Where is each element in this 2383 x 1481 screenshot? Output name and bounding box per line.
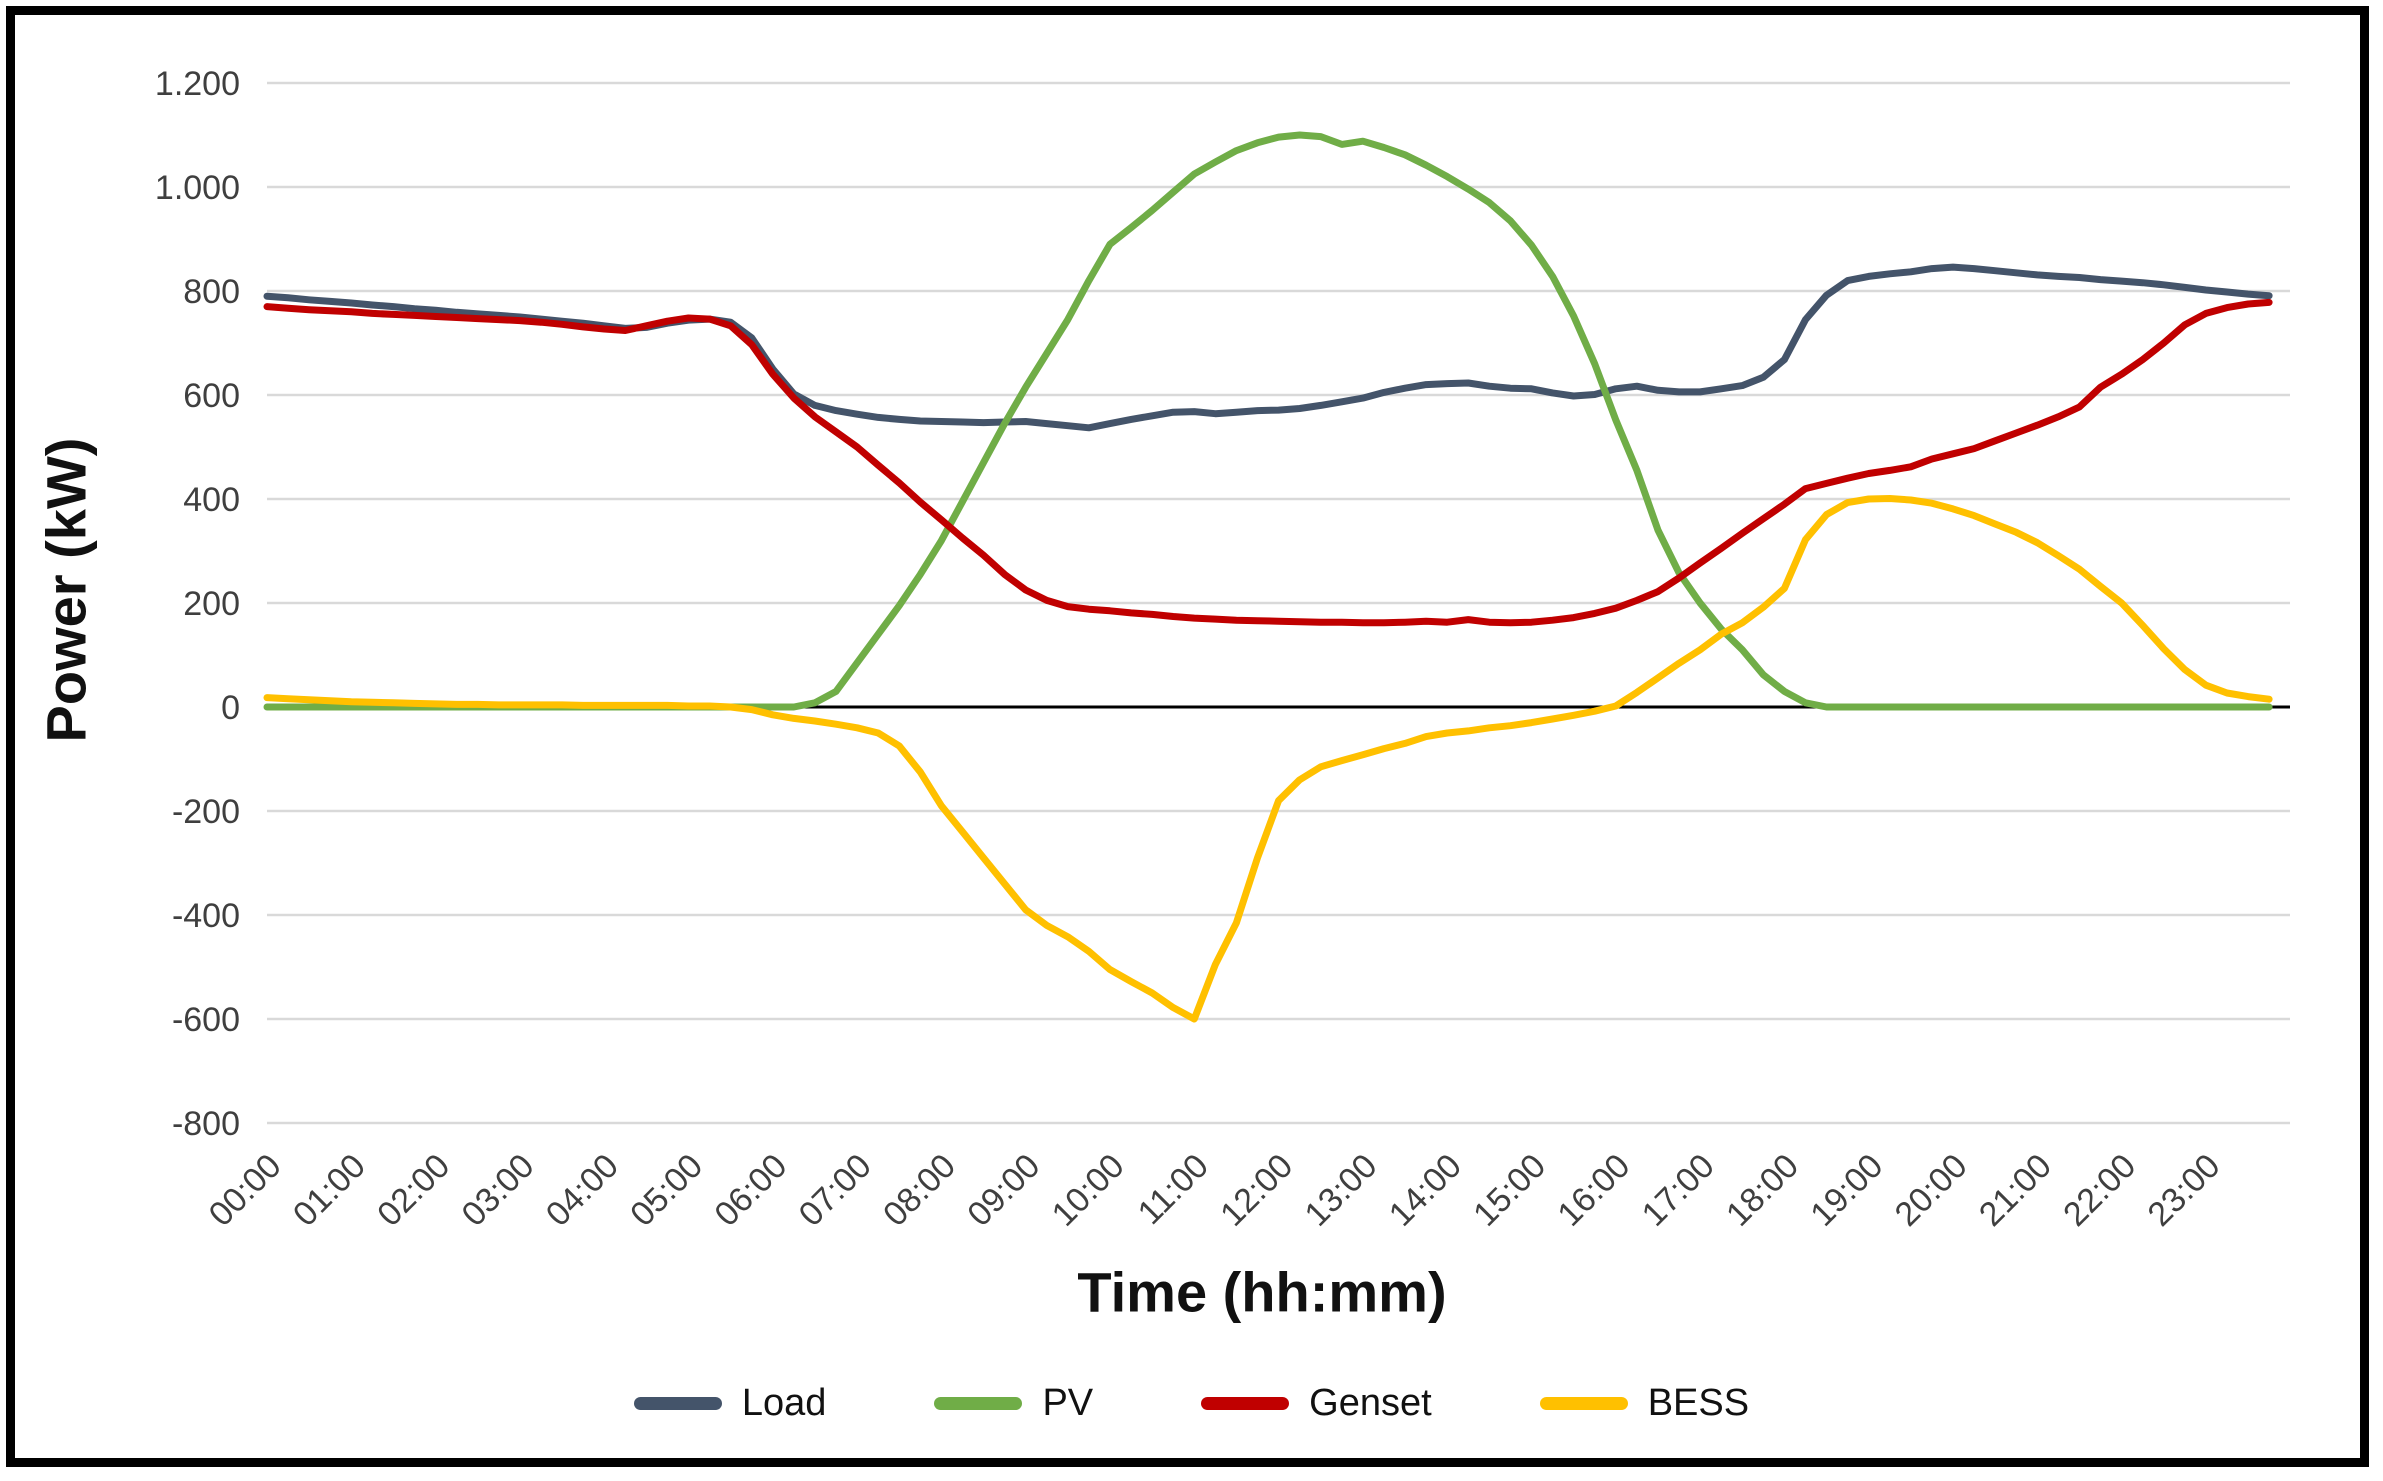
x-tick-label: 05:00: [623, 1147, 710, 1234]
legend-label-bess: BESS: [1647, 1381, 1750, 1424]
x-tick-label: 11:00: [1131, 1147, 1216, 1232]
x-tick-label: 09:00: [960, 1147, 1047, 1234]
y-tick-label: 800: [183, 273, 240, 311]
x-tick-label: 14:00: [1382, 1147, 1469, 1234]
legend-item-bess: BESS: [1539, 1381, 1750, 1425]
x-tick-label: 20:00: [1888, 1147, 1975, 1234]
series-line-genset: [263, 298, 2273, 627]
chart-legend: Load PV Genset BESS: [0, 1368, 2383, 1438]
x-tick-label: 02:00: [370, 1147, 457, 1234]
x-tick-label: 22:00: [2056, 1147, 2143, 1234]
x-tick-label: 12:00: [1213, 1147, 1300, 1234]
x-axis-tick-labels: 00:0001:0002:0003:0004:0005:0006:0007:00…: [202, 1147, 2228, 1234]
x-tick-label: 23:00: [2141, 1147, 2228, 1234]
x-tick-label: 00:00: [202, 1147, 289, 1234]
load-line-swatch: [633, 1396, 722, 1410]
x-tick-label: 17:00: [1635, 1147, 1722, 1234]
x-tick-label: 10:00: [1045, 1147, 1132, 1234]
x-tick-label: 06:00: [707, 1147, 794, 1234]
y-tick-label: 0: [221, 689, 240, 727]
x-axis-title: Time (hh:mm): [1077, 1260, 1447, 1324]
x-tick-label: 18:00: [1719, 1147, 1806, 1234]
legend-item-load: Load: [633, 1381, 827, 1425]
series-line-bess: [263, 495, 2273, 1023]
bess-line-swatch: [1539, 1396, 1628, 1410]
x-tick-label: 16:00: [1550, 1147, 1637, 1234]
y-tick-label: 200: [183, 585, 240, 623]
x-tick-label: 07:00: [792, 1147, 879, 1234]
y-tick-label: -800: [172, 1105, 240, 1143]
pv-line-swatch: [934, 1396, 1023, 1410]
y-tick-label: 1.000: [155, 169, 240, 207]
gridlines: [267, 81, 2290, 1125]
y-axis-title: Power (kW): [34, 437, 98, 743]
series-lines: [263, 131, 2273, 1023]
x-tick-label: 15:00: [1466, 1147, 1553, 1234]
x-tick-label: 19:00: [1803, 1147, 1890, 1234]
y-tick-label: 1.200: [155, 65, 240, 103]
y-tick-label: -600: [172, 1001, 240, 1039]
x-tick-label: 01:00: [286, 1147, 373, 1234]
x-tick-label: 21:00: [1972, 1147, 2059, 1234]
x-tick-label: 03:00: [455, 1147, 542, 1234]
legend-label-genset: Genset: [1309, 1381, 1432, 1424]
x-tick-label: 08:00: [876, 1147, 963, 1234]
y-tick-label: 400: [183, 481, 240, 519]
y-tick-label: 600: [183, 377, 240, 415]
y-axis-tick-labels: 1.200 1.000 800 600 400 200 0 -200 -400 -600 -800: [155, 65, 240, 1143]
legend-label-pv: PV: [1042, 1381, 1094, 1424]
legend-item-genset: Genset: [1201, 1382, 1432, 1425]
legend-item-pv: PV: [934, 1382, 1093, 1425]
genset-line-swatch: [1201, 1396, 1290, 1410]
y-tick-label: -400: [172, 897, 240, 935]
x-tick-label: 04:00: [539, 1147, 626, 1234]
x-tick-label: 13:00: [1298, 1147, 1385, 1234]
legend-label-load: Load: [741, 1381, 827, 1424]
y-tick-label: -200: [172, 793, 240, 831]
